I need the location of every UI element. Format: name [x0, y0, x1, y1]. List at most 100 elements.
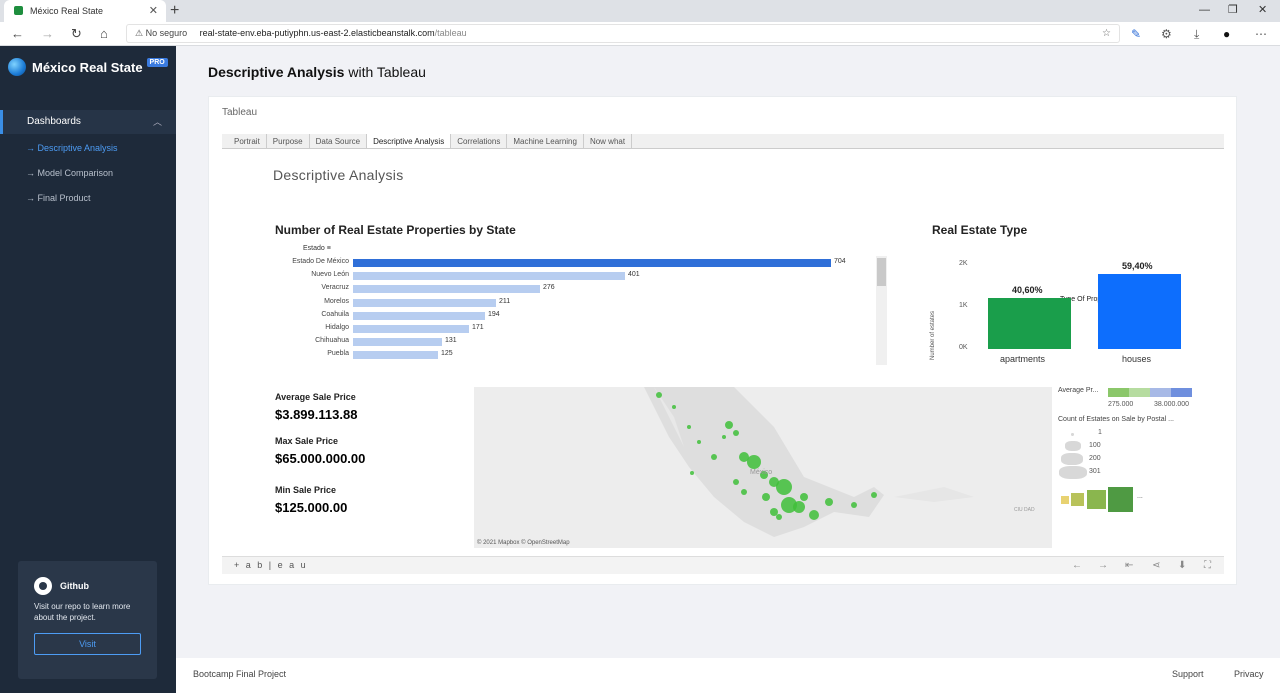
- scroll-thumb[interactable]: [877, 258, 886, 286]
- profile-icon[interactable]: ●: [1223, 27, 1231, 41]
- tab-portrait[interactable]: Portrait: [228, 134, 267, 148]
- map-dot[interactable]: [656, 392, 662, 398]
- download-icon[interactable]: ⬇: [1178, 560, 1187, 571]
- sort-icon[interactable]: ≡: [326, 245, 331, 252]
- tab-correlations[interactable]: Correlations: [451, 134, 508, 148]
- minimize-button[interactable]: —: [1199, 4, 1210, 16]
- address-bar[interactable]: ⚠ No seguro real-state-env.eba-putiyphn.…: [126, 24, 1120, 43]
- sidebar-item-label: Model Comparison: [37, 168, 114, 178]
- map-dot[interactable]: [770, 508, 778, 516]
- tab-purpose[interactable]: Purpose: [267, 134, 310, 148]
- close-tab-icon[interactable]: ✕: [148, 5, 158, 17]
- forward-button[interactable]: →: [41, 26, 54, 41]
- state-bar[interactable]: [353, 338, 442, 347]
- downloads-icon[interactable]: ⤓: [1194, 27, 1200, 41]
- state-bar[interactable]: [353, 298, 496, 307]
- security-status: No seguro: [145, 28, 188, 38]
- new-tab-button[interactable]: +: [170, 2, 180, 19]
- state-bar[interactable]: [353, 285, 540, 294]
- map-dot[interactable]: [760, 471, 768, 479]
- close-window-button[interactable]: ✕: [1258, 4, 1268, 16]
- type-chart-title: Real Estate Type: [932, 223, 1028, 237]
- type-bar[interactable]: [988, 298, 1071, 349]
- map-dot[interactable]: [711, 454, 717, 460]
- map-dot[interactable]: [672, 405, 676, 409]
- map-dot[interactable]: [687, 425, 691, 429]
- revert-icon[interactable]: ⇤: [1125, 560, 1134, 571]
- tab-descriptive-analysis[interactable]: Descriptive Analysis: [367, 134, 452, 148]
- sidebar-item-descriptive-analysis[interactable]: → Descriptive Analysis: [26, 143, 118, 153]
- tab-data-source[interactable]: Data Source: [310, 134, 368, 148]
- state-bar[interactable]: [353, 272, 625, 281]
- map-dot[interactable]: [776, 514, 782, 520]
- sidebar-item-label: Descriptive Analysis: [37, 143, 118, 153]
- legend-more: ...: [1137, 493, 1143, 500]
- pro-badge: PRO: [146, 57, 168, 67]
- browser-tab[interactable]: México Real State ✕: [4, 0, 166, 22]
- extensions-icon[interactable]: ⚙: [1161, 27, 1172, 41]
- map-dot[interactable]: [825, 498, 833, 506]
- category-header[interactable]: Estado ≡: [303, 245, 331, 252]
- state-bar[interactable]: [353, 325, 469, 333]
- url-path: /tableau: [434, 28, 467, 38]
- privacy-link[interactable]: Privacy: [1234, 669, 1264, 679]
- state-bar[interactable]: [353, 351, 438, 360]
- mexico-map[interactable]: México CIU DAD © 2021 Mapbox © OpenStree…: [474, 387, 1052, 548]
- chevron-up-icon: ︿: [152, 117, 162, 127]
- map-dot[interactable]: [762, 493, 770, 501]
- map-dot[interactable]: [781, 497, 797, 513]
- page-footer: Bootcamp Final Project Support Privacy: [176, 658, 1280, 693]
- size-legend-mark: [1059, 466, 1087, 479]
- brand[interactable]: México Real State PRO: [8, 56, 168, 78]
- state-bar[interactable]: [353, 311, 485, 320]
- sidebar-item-model-comparison[interactable]: → Model Comparison: [26, 168, 113, 178]
- map-dot[interactable]: [725, 421, 733, 429]
- support-link[interactable]: Support: [1172, 669, 1204, 679]
- map-dot[interactable]: [747, 455, 761, 469]
- map-dot[interactable]: [776, 479, 792, 495]
- chart-scrollbar[interactable]: [876, 256, 887, 365]
- state-bar-label: Chihuahua: [315, 337, 349, 345]
- maximize-button[interactable]: ❐: [1228, 4, 1238, 16]
- map-dot[interactable]: [733, 479, 739, 485]
- legend-swatch: [1108, 388, 1129, 397]
- tableau-logo[interactable]: + a b | e a u: [234, 560, 308, 570]
- sidebar-item-final-product[interactable]: → Final Product: [26, 193, 91, 203]
- back-button[interactable]: ←: [11, 26, 24, 41]
- redo-icon[interactable]: →: [1098, 560, 1108, 571]
- map-dot[interactable]: [851, 502, 857, 508]
- tab-strip: México Real State ✕ + — ❐ ✕: [0, 0, 1280, 22]
- map-dot[interactable]: [871, 492, 877, 498]
- share-icon[interactable]: ⋖: [1152, 560, 1161, 571]
- reload-button[interactable]: ↻: [71, 26, 82, 41]
- tableau-toolbar: + a b | e a u ← → ⇤ ⋖ ⬇ ⛶: [222, 556, 1224, 574]
- map-dot[interactable]: [733, 430, 739, 436]
- avg-price-value: $3.899.113.88: [275, 407, 358, 422]
- state-bar[interactable]: [353, 259, 831, 267]
- undo-icon[interactable]: ←: [1072, 560, 1082, 571]
- map-dot[interactable]: [809, 510, 819, 520]
- map-dot[interactable]: [690, 471, 694, 475]
- pen-icon[interactable]: ✎: [1131, 27, 1142, 41]
- star-icon[interactable]: ☆: [1102, 28, 1111, 39]
- sidebar-group-dashboards[interactable]: Dashboards ︿: [0, 110, 176, 134]
- fullscreen-icon[interactable]: ⛶: [1204, 560, 1211, 571]
- type-bar-percent: 40,60%: [1012, 285, 1043, 295]
- avg-price-legend-title: Average Pr...: [1058, 387, 1099, 394]
- map-dot[interactable]: [697, 440, 701, 444]
- map-dot[interactable]: [739, 452, 749, 462]
- visit-button[interactable]: Visit: [34, 633, 141, 655]
- tab-machine-learning[interactable]: Machine Learning: [507, 134, 584, 148]
- tab-now-what[interactable]: Now what: [584, 134, 633, 148]
- type-chart-tick: 0K: [959, 344, 968, 351]
- browser-chrome: México Real State ✕ + — ❐ ✕ ← → ↻ ⌂ ⚠ No…: [0, 0, 1280, 46]
- home-button[interactable]: ⌂: [100, 26, 108, 41]
- more-icon[interactable]: ⋯: [1255, 27, 1267, 41]
- map-dot[interactable]: [741, 489, 747, 495]
- type-bar[interactable]: [1098, 274, 1181, 349]
- map-dot[interactable]: [793, 501, 805, 513]
- legend-square: [1108, 487, 1133, 512]
- page-title-bold: Descriptive Analysis: [208, 64, 345, 80]
- map-dot[interactable]: [722, 435, 726, 439]
- map-dot[interactable]: [800, 493, 808, 501]
